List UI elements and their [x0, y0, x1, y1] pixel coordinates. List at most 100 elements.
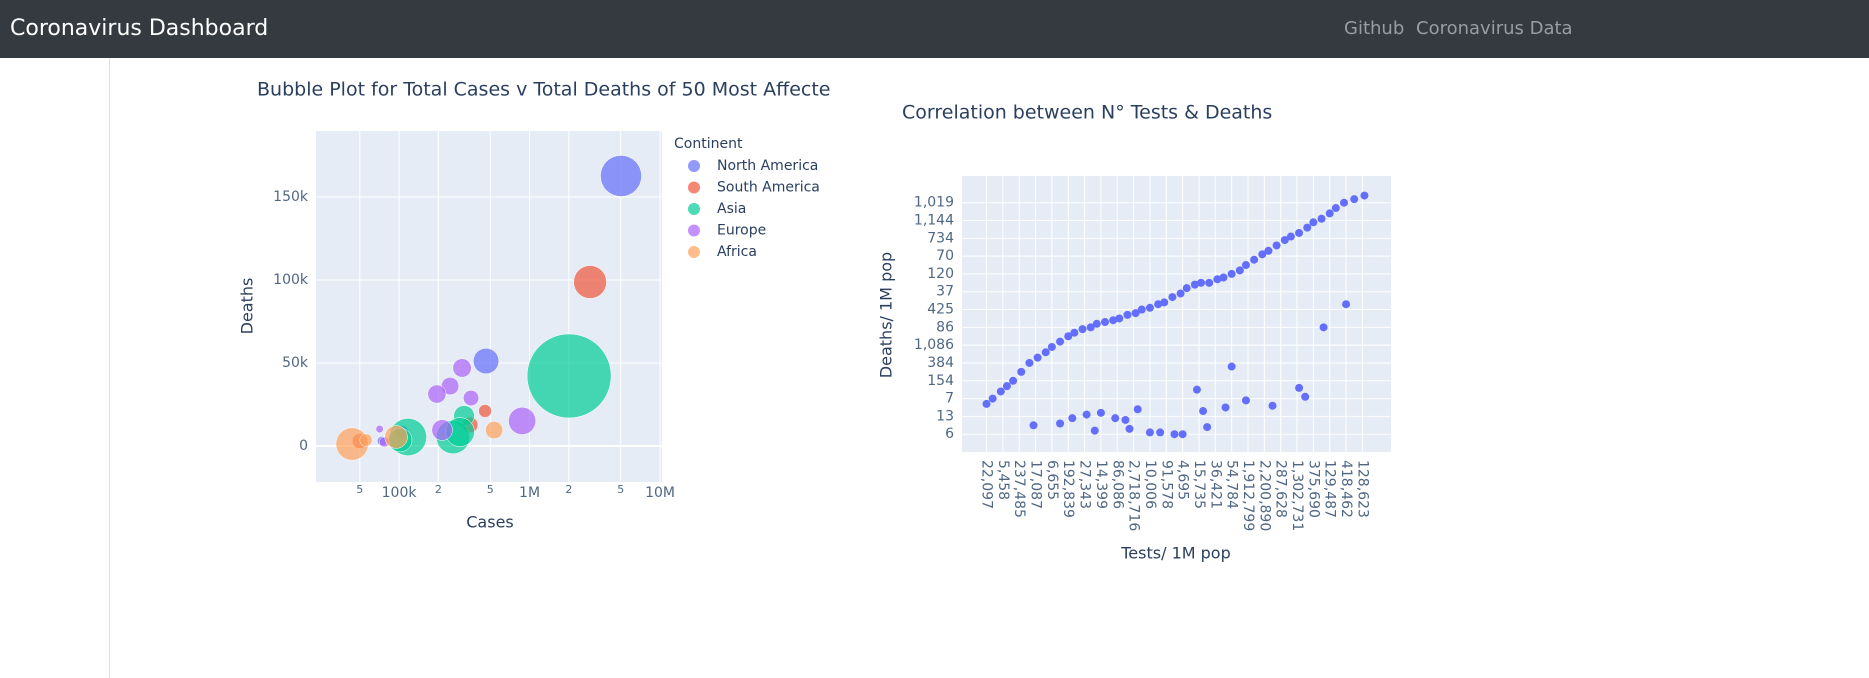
y-tick-label: 154 — [927, 373, 954, 389]
x-axis-title: Cases — [466, 513, 514, 532]
point — [1137, 305, 1146, 314]
bubble — [600, 155, 642, 197]
point — [996, 387, 1005, 396]
legend-label[interactable]: Asia — [717, 201, 746, 217]
y-axis-title: Deaths — [238, 278, 257, 335]
x-tick-label: 1M — [519, 485, 540, 501]
bubble — [427, 384, 447, 404]
point — [1325, 209, 1334, 218]
point — [1145, 303, 1154, 312]
bubble — [463, 390, 480, 407]
point — [1033, 353, 1042, 362]
point — [1197, 278, 1206, 287]
point — [1309, 218, 1318, 227]
y-tick-label: 425 — [927, 302, 954, 318]
point — [1241, 396, 1250, 405]
x-tick-label: 2,200,890 — [1256, 460, 1272, 531]
x-tick-label: 418,462 — [1338, 460, 1354, 518]
legend-label[interactable]: Europe — [717, 223, 766, 239]
bubble — [472, 347, 500, 375]
point — [1203, 423, 1212, 432]
legend-label[interactable]: Africa — [717, 244, 757, 260]
point — [1272, 241, 1281, 250]
legend-marker[interactable] — [688, 224, 700, 237]
point — [1241, 261, 1250, 270]
point — [1235, 266, 1244, 275]
y-tick-label: 6 — [945, 426, 954, 442]
x-tick-label: 192,839 — [1060, 460, 1076, 518]
point — [1082, 410, 1091, 419]
legend-label[interactable]: North America — [717, 158, 818, 174]
bubble — [384, 425, 408, 449]
legend-marker[interactable] — [688, 246, 700, 258]
y-tick-label: 734 — [927, 230, 954, 246]
point — [1178, 430, 1187, 439]
plot-marks — [335, 155, 642, 461]
y-tick-label: 100k — [273, 272, 309, 288]
x-tick-label: 287,628 — [1273, 460, 1289, 518]
point — [1340, 198, 1349, 207]
point — [1029, 421, 1038, 430]
legend-marker[interactable] — [688, 181, 700, 194]
x-tick-label: 15,735 — [1191, 460, 1207, 509]
chart-title: Correlation between N° Tests & Deaths — [902, 102, 1272, 124]
x-tick-label: 27,343 — [1077, 460, 1093, 509]
bubble — [526, 333, 612, 419]
nav-brand[interactable]: Coronavirus Dashboard — [10, 16, 268, 41]
x-tick-label: 2 — [435, 483, 442, 496]
x-tick-label: 375,690 — [1305, 460, 1321, 518]
point — [1160, 298, 1169, 307]
x-tick-label: 5 — [487, 483, 494, 496]
legend-label[interactable]: South America — [717, 180, 820, 196]
legend-marker[interactable] — [688, 203, 700, 215]
x-tick-label: 6,655 — [1044, 460, 1060, 500]
point — [1264, 246, 1273, 255]
point — [1123, 310, 1132, 319]
point — [1170, 430, 1179, 439]
bubble — [478, 404, 492, 418]
point — [1090, 426, 1099, 435]
point — [1121, 415, 1130, 424]
navbar — [0, 0, 1869, 58]
point — [1109, 316, 1118, 325]
point — [1258, 250, 1267, 259]
point — [1017, 367, 1026, 376]
point — [1101, 318, 1109, 327]
y-tick-label: 7 — [945, 391, 954, 407]
point — [1280, 236, 1289, 245]
bubble — [573, 265, 607, 299]
point — [1064, 332, 1073, 341]
point — [1295, 383, 1304, 392]
chart-title: Bubble Plot for Total Cases v Total Deat… — [257, 79, 831, 101]
point — [1227, 269, 1236, 278]
point — [1078, 325, 1087, 334]
point — [1056, 337, 1065, 346]
point — [1199, 407, 1208, 416]
x-tick-label: 5,458 — [995, 460, 1011, 500]
point — [1125, 424, 1134, 433]
x-tick-label: 129,487 — [1322, 460, 1338, 518]
y-tick-label: 1,019 — [914, 195, 954, 211]
x-tick-label: 91,578 — [1158, 460, 1174, 509]
y-tick-label: 150k — [273, 189, 309, 205]
y-tick-label: 1,086 — [914, 337, 954, 353]
x-tick-label: 128,623 — [1354, 460, 1370, 518]
point — [1111, 414, 1120, 423]
y-tick-label: 70 — [936, 248, 954, 264]
point — [1115, 314, 1124, 323]
point — [1068, 414, 1077, 423]
nav-link[interactable]: Github — [1344, 18, 1404, 39]
y-tick-label: 384 — [927, 355, 954, 371]
point — [1192, 385, 1201, 394]
bubble — [359, 433, 373, 447]
bubble — [375, 425, 384, 434]
point — [1131, 309, 1140, 318]
point — [1182, 284, 1191, 293]
plot-area — [962, 176, 1391, 452]
nav-link[interactable]: Coronavirus Data — [1416, 18, 1573, 39]
point — [1047, 342, 1056, 351]
y-tick-label: 86 — [936, 319, 954, 335]
legend-marker[interactable] — [688, 160, 700, 172]
